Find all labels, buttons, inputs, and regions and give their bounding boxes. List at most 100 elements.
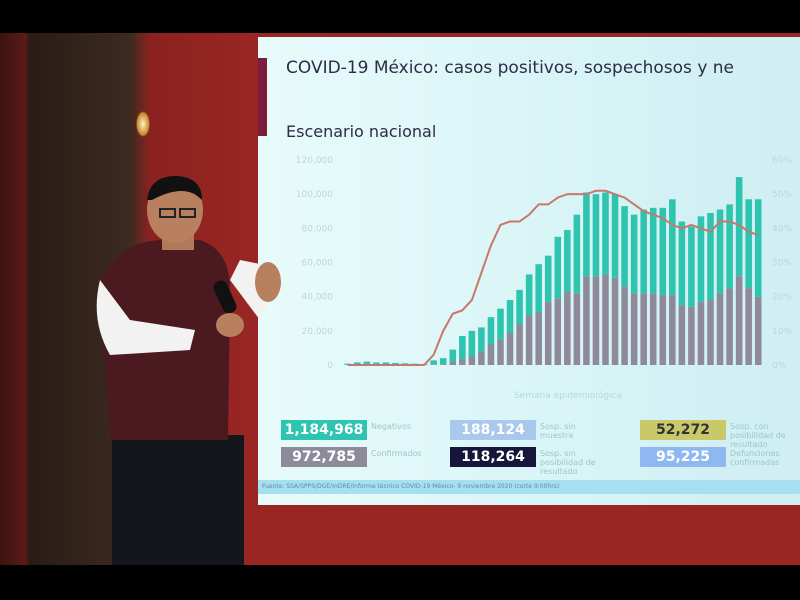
bar-negativos — [439, 358, 447, 365]
stat-label: Sosp. con posibilidad de resultado — [730, 422, 786, 449]
bar-confirmados — [640, 293, 647, 365]
x-axis-label: Semana epidemiológica — [514, 390, 622, 401]
bar-confirmados — [726, 288, 733, 365]
bar-confirmados — [688, 306, 695, 365]
bar-negativos — [630, 214, 638, 294]
stat-value: 1,184,968 — [281, 420, 367, 440]
positivity-line — [347, 189, 759, 366]
bar-negativos — [688, 226, 695, 307]
bar-negativos — [487, 317, 495, 345]
bar-confirmados — [573, 293, 581, 365]
y-tick-label: 120,000 — [296, 156, 333, 166]
bar-negativos — [649, 207, 657, 294]
stat-label: Sosp. sin muestra — [540, 422, 576, 440]
bar-negativos — [544, 255, 552, 302]
bar-confirmados — [659, 294, 667, 365]
bar-confirmados — [506, 332, 514, 365]
bar-negativos — [602, 192, 609, 275]
bar-confirmados — [497, 339, 504, 365]
y-tick-label: 20,000 — [302, 327, 334, 337]
wall-lamp — [136, 111, 150, 137]
bar-confirmados — [669, 294, 676, 365]
bar-negativos — [754, 199, 762, 297]
y-tick-label: 60,000 — [302, 259, 334, 269]
bar-confirmados — [487, 344, 495, 365]
slide-subtitle: Escenario nacional — [286, 122, 437, 141]
y2-tick-label: 50% — [772, 190, 792, 200]
bar-confirmados — [478, 351, 485, 365]
bar-negativos — [554, 236, 562, 299]
bar-negativos — [468, 330, 476, 357]
bar-negativos — [669, 199, 676, 295]
bar-confirmados — [630, 293, 638, 365]
y2-tick-label: 0% — [772, 361, 787, 371]
bar-confirmados — [544, 301, 552, 365]
bar-confirmados — [707, 300, 714, 365]
bar-confirmados — [611, 277, 619, 365]
y2-tick-label: 60% — [772, 156, 792, 166]
stat-value: 972,785 — [281, 447, 367, 467]
bar-negativos — [497, 308, 504, 340]
y2-tick-label: 20% — [772, 293, 792, 303]
slide-title: COVID-19 México: casos positivos, sospec… — [286, 58, 735, 78]
bar-negativos — [430, 360, 437, 365]
bar-negativos — [516, 289, 523, 324]
bar-negativos — [449, 349, 457, 362]
bar-negativos — [535, 264, 542, 313]
bar-negativos — [506, 300, 514, 333]
bar-confirmados — [602, 274, 609, 365]
bar-confirmados — [649, 293, 657, 365]
bar-confirmados — [678, 305, 686, 365]
bar-confirmados — [745, 288, 752, 365]
title-accent-bar — [258, 58, 267, 136]
bar-negativos — [678, 221, 686, 306]
bar-confirmados — [716, 293, 724, 365]
bar-confirmados — [439, 364, 447, 365]
y2-tick-label: 40% — [772, 224, 792, 234]
y2-tick-label: 10% — [772, 327, 792, 337]
bar-confirmados — [697, 301, 705, 365]
stat-label: Confirmados — [371, 449, 422, 458]
bar-negativos — [592, 194, 600, 277]
bar-confirmados — [459, 359, 466, 365]
stat-value: 118,264 — [450, 447, 536, 467]
y-tick-label: 0 — [327, 361, 333, 371]
bar-confirmados — [535, 312, 542, 365]
bar-negativos — [373, 362, 380, 365]
stat-value: 188,124 — [450, 420, 536, 440]
bar-negativos — [363, 361, 371, 365]
bar-confirmados — [735, 276, 743, 365]
bar-negativos — [621, 206, 628, 287]
bar-confirmados — [592, 276, 600, 365]
bar-confirmados — [621, 286, 628, 365]
y-tick-label: 40,000 — [302, 293, 334, 303]
stat-value: 95,225 — [640, 447, 726, 467]
stat-value: 52,272 — [640, 420, 726, 440]
bar-negativos — [564, 230, 571, 292]
bar-confirmados — [449, 361, 457, 365]
speaker — [96, 175, 281, 565]
bar-negativos — [354, 362, 361, 365]
bar-negativos — [392, 362, 399, 365]
bar-confirmados — [516, 324, 523, 365]
bar-confirmados — [525, 315, 533, 365]
bar-negativos — [382, 362, 390, 365]
bar-confirmados — [554, 298, 562, 365]
bar-negativos — [525, 274, 533, 316]
y-tick-label: 100,000 — [296, 190, 333, 200]
bar-negativos — [573, 214, 581, 294]
slide-source: Fuente: SSA/SPPS/DGE/InDRE/Informe técni… — [258, 480, 800, 494]
bar-confirmados — [754, 296, 762, 365]
bar-negativos — [716, 209, 724, 294]
y2-tick-label: 30% — [772, 259, 792, 269]
bar-confirmados — [468, 356, 476, 365]
bar-negativos — [735, 177, 743, 277]
bar-negativos — [707, 212, 714, 301]
bar-negativos — [659, 207, 667, 295]
bar-negativos — [745, 199, 752, 289]
bar-negativos — [726, 204, 733, 289]
bar-confirmados — [583, 276, 590, 365]
y-tick-label: 80,000 — [302, 224, 334, 234]
bar-negativos — [697, 216, 705, 302]
bar-negativos — [640, 209, 647, 294]
